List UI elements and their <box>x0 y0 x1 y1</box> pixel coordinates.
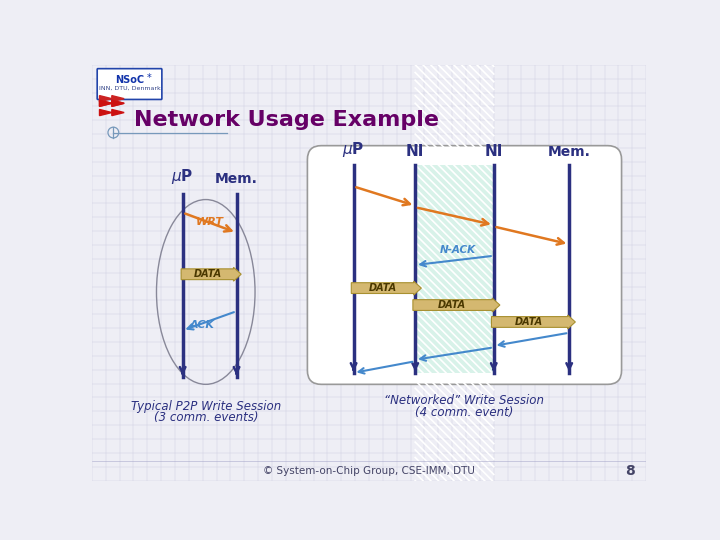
Polygon shape <box>99 96 112 102</box>
Text: DATA: DATA <box>438 300 466 310</box>
Text: ACK: ACK <box>189 320 215 330</box>
Polygon shape <box>99 100 112 106</box>
FancyArrow shape <box>492 315 575 329</box>
Text: NI: NI <box>485 144 503 159</box>
Text: *: * <box>146 73 151 83</box>
Text: 8: 8 <box>625 464 634 478</box>
Polygon shape <box>112 96 124 102</box>
Polygon shape <box>112 100 124 106</box>
Polygon shape <box>99 110 112 116</box>
Polygon shape <box>112 100 124 106</box>
Text: DATA: DATA <box>369 283 397 293</box>
FancyArrow shape <box>181 267 241 281</box>
Polygon shape <box>99 100 112 106</box>
FancyArrow shape <box>413 298 500 312</box>
FancyBboxPatch shape <box>307 146 621 384</box>
Text: NI: NI <box>406 144 424 159</box>
FancyArrow shape <box>351 281 421 295</box>
Text: DATA: DATA <box>194 269 222 279</box>
Text: WRT: WRT <box>196 217 224 227</box>
Text: Typical P2P Write Session: Typical P2P Write Session <box>130 400 281 413</box>
Text: NSoC: NSoC <box>115 75 144 85</box>
Text: “Networked” Write Session: “Networked” Write Session <box>384 394 544 407</box>
FancyBboxPatch shape <box>97 69 162 99</box>
Text: Mem.: Mem. <box>548 145 590 159</box>
Bar <box>415 165 494 373</box>
Text: (4 comm. event): (4 comm. event) <box>415 406 513 419</box>
Text: Mem.: Mem. <box>215 172 258 186</box>
Text: Network Usage Example: Network Usage Example <box>134 110 439 130</box>
Text: INN, DTU, Denmark: INN, DTU, Denmark <box>99 85 161 90</box>
Text: DATA: DATA <box>515 317 544 327</box>
Text: (3 comm. events): (3 comm. events) <box>153 411 258 424</box>
Text: $\mu$P: $\mu$P <box>171 167 194 186</box>
Text: $\mu$P: $\mu$P <box>343 140 365 159</box>
Text: © System-on-Chip Group, CSE-IMM, DTU: © System-on-Chip Group, CSE-IMM, DTU <box>263 467 475 476</box>
Polygon shape <box>112 110 124 116</box>
Text: N-ACK: N-ACK <box>440 245 477 255</box>
